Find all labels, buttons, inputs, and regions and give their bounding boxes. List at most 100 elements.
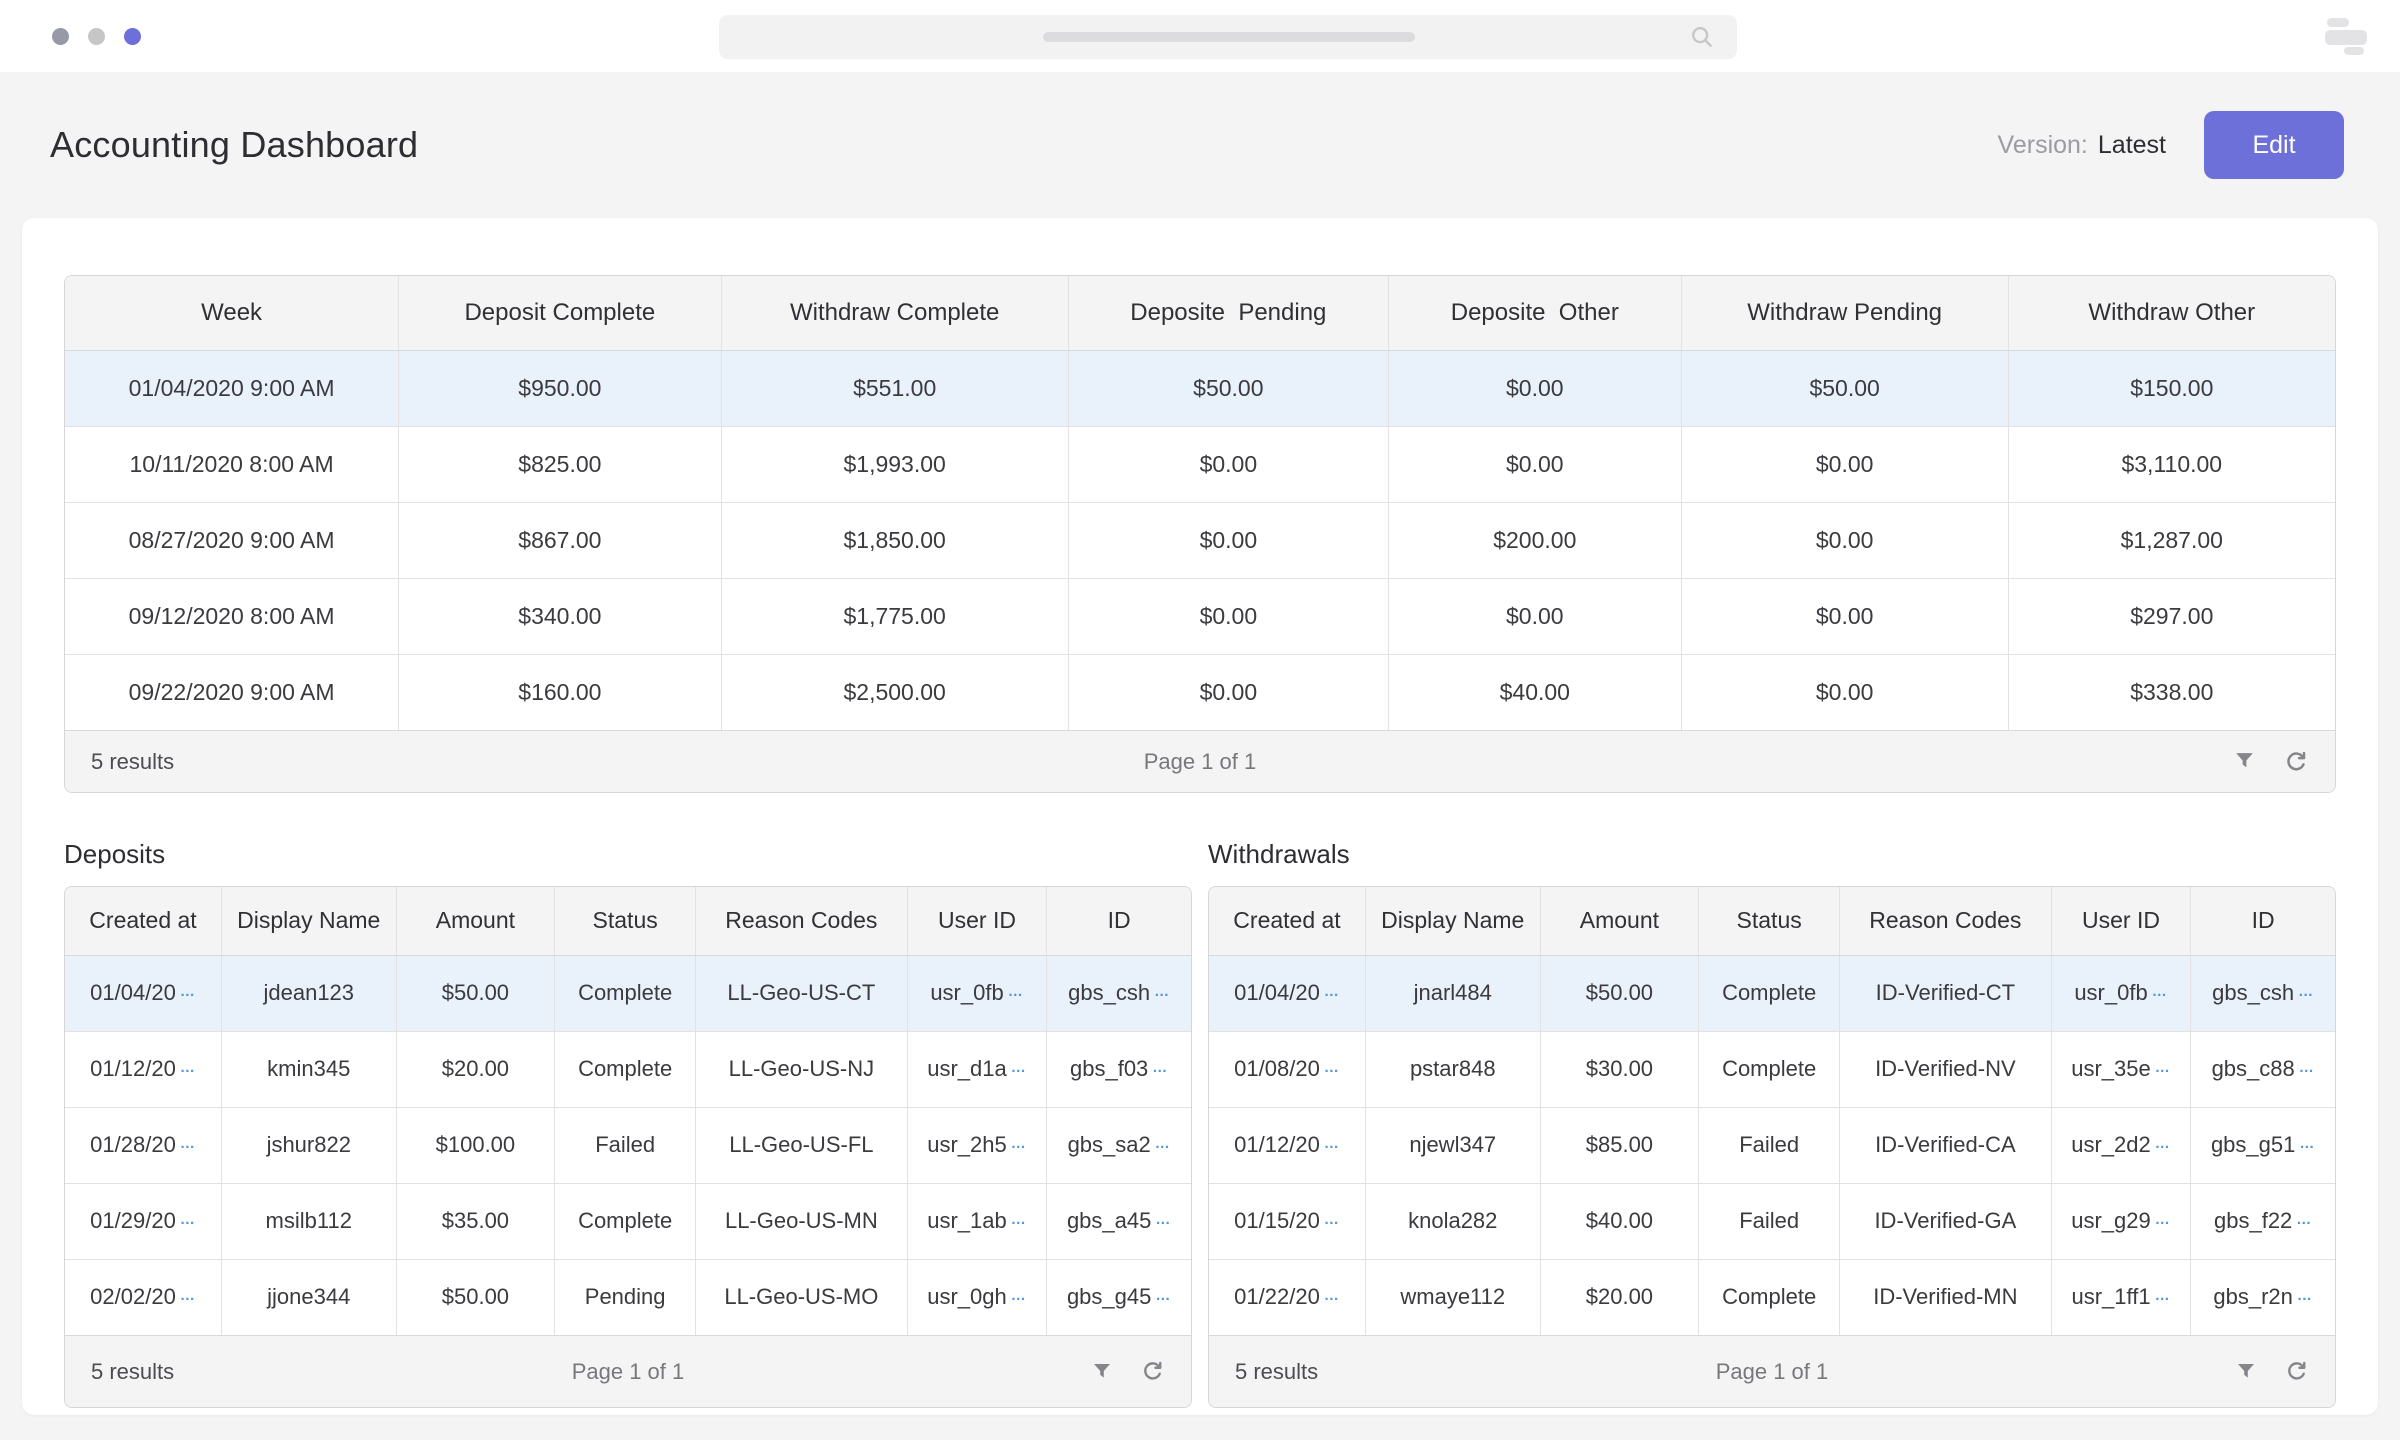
truncation-ellipsis: … (1154, 983, 1170, 1000)
table-row[interactable]: 01/08/20…pstar848$30.00CompleteID-Verifi… (1209, 1031, 2335, 1107)
column-header-withdraw-pending[interactable]: Withdraw Pending (1681, 276, 2008, 350)
cell-id: gbs_csh… (2191, 955, 2335, 1031)
table-row[interactable]: 01/12/20…kmin345$20.00CompleteLL-Geo-US-… (65, 1031, 1191, 1107)
window-dot-1[interactable] (52, 28, 69, 45)
column-header-id[interactable]: ID (2191, 887, 2335, 955)
cell-user-id: usr_g29… (2051, 1183, 2191, 1259)
cell-created-at: 01/04/20… (65, 955, 222, 1031)
filter-icon[interactable] (2232, 749, 2257, 775)
cell-reason-codes: ID-Verified-MN (1840, 1259, 2052, 1335)
cell-withdraw-other: $3,110.00 (2008, 426, 2335, 502)
table-row[interactable]: 10/11/2020 8:00 AM$825.00$1,993.00$0.00$… (65, 426, 2335, 502)
column-header-deposit-complete[interactable]: Deposit Complete (399, 276, 721, 350)
column-header-deposite-other[interactable]: Deposite Other (1388, 276, 1681, 350)
refresh-icon[interactable] (2284, 1359, 2309, 1384)
column-header-status[interactable]: Status (555, 887, 696, 955)
table-row[interactable]: 01/15/20…knola282$40.00FailedID-Verified… (1209, 1183, 2335, 1259)
cell-status: Complete (555, 1183, 696, 1259)
cell-deposite-other: $0.00 (1388, 350, 1681, 426)
cell-amount: $50.00 (396, 955, 555, 1031)
column-header-user-id[interactable]: User ID (2051, 887, 2191, 955)
column-header-display-name[interactable]: Display Name (222, 887, 397, 955)
column-header-week[interactable]: Week (65, 276, 399, 350)
cell-amount: $20.00 (1540, 1259, 1699, 1335)
deposits-table-footer: 5 results Page 1 of 1 (65, 1335, 1191, 1407)
search-icon[interactable] (1689, 24, 1715, 55)
cell-display-name: njewl347 (1366, 1107, 1541, 1183)
table-row[interactable]: 01/28/20…jshur822$100.00FailedLL-Geo-US-… (65, 1107, 1191, 1183)
truncation-ellipsis: … (2152, 983, 2168, 1000)
cell-id: gbs_csh… (1047, 955, 1191, 1031)
weekly-table-footer: 5 results Page 1 of 1 (65, 730, 2335, 792)
cell-user-id: usr_0gh… (907, 1259, 1047, 1335)
cell-created-at: 01/04/20… (1209, 955, 1366, 1031)
column-header-reason-codes[interactable]: Reason Codes (696, 887, 908, 955)
truncation-ellipsis: … (1152, 1059, 1168, 1076)
truncation-ellipsis: … (2299, 1135, 2315, 1152)
table-row[interactable]: 01/12/20…njewl347$85.00FailedID-Verified… (1209, 1107, 2335, 1183)
window-dot-2[interactable] (88, 28, 105, 45)
column-header-user-id[interactable]: User ID (907, 887, 1047, 955)
withdrawals-header-row: Created atDisplay NameAmountStatusReason… (1209, 887, 2335, 955)
cell-withdraw-pending: $0.00 (1681, 654, 2008, 730)
column-header-reason-codes[interactable]: Reason Codes (1840, 887, 2052, 955)
cell-week: 08/27/2020 9:00 AM (65, 502, 399, 578)
column-header-deposite-pending[interactable]: Deposite Pending (1068, 276, 1388, 350)
table-row[interactable]: 01/04/2020 9:00 AM$950.00$551.00$50.00$0… (65, 350, 2335, 426)
table-row[interactable]: 01/04/20…jdean123$50.00CompleteLL-Geo-US… (65, 955, 1191, 1031)
column-header-amount[interactable]: Amount (1540, 887, 1699, 955)
cell-deposit-complete: $950.00 (399, 350, 721, 426)
cell-id: gbs_f03… (1047, 1031, 1191, 1107)
column-header-created-at[interactable]: Created at (65, 887, 222, 955)
cell-withdraw-other: $297.00 (2008, 578, 2335, 654)
column-header-id[interactable]: ID (1047, 887, 1191, 955)
truncation-ellipsis: … (2155, 1211, 2171, 1228)
truncation-ellipsis: … (1324, 1211, 1340, 1228)
cell-deposite-other: $40.00 (1388, 654, 1681, 730)
table-row[interactable]: 01/04/20…jnarl484$50.00CompleteID-Verifi… (1209, 955, 2335, 1031)
cell-reason-codes: LL-Geo-US-NJ (696, 1031, 908, 1107)
column-header-withdraw-other[interactable]: Withdraw Other (2008, 276, 2335, 350)
filter-icon[interactable] (1090, 1359, 1114, 1384)
cell-reason-codes: ID-Verified-CA (1840, 1107, 2052, 1183)
cell-withdraw-pending: $0.00 (1681, 578, 2008, 654)
column-header-display-name[interactable]: Display Name (1366, 887, 1541, 955)
refresh-icon[interactable] (1140, 1359, 1165, 1384)
cell-user-id: usr_1ff1… (2051, 1259, 2191, 1335)
cell-id: gbs_c88… (2191, 1031, 2335, 1107)
column-header-status[interactable]: Status (1699, 887, 1840, 955)
window-dot-3[interactable] (124, 28, 141, 45)
cell-deposite-other: $200.00 (1388, 502, 1681, 578)
cell-deposite-pending: $0.00 (1068, 654, 1388, 730)
cell-amount: $85.00 (1540, 1107, 1699, 1183)
cell-reason-codes: LL-Geo-US-MN (696, 1183, 908, 1259)
column-header-created-at[interactable]: Created at (1209, 887, 1366, 955)
weekly-header-row: WeekDeposit CompleteWithdraw CompleteDep… (65, 276, 2335, 350)
cell-deposit-complete: $160.00 (399, 654, 721, 730)
refresh-icon[interactable] (2283, 749, 2309, 775)
truncation-ellipsis: … (2297, 1287, 2313, 1304)
cell-display-name: msilb112 (222, 1183, 397, 1259)
table-row[interactable]: 02/02/20…jjone344$50.00PendingLL-Geo-US-… (65, 1259, 1191, 1335)
cell-id: gbs_g51… (2191, 1107, 2335, 1183)
table-row[interactable]: 08/27/2020 9:00 AM$867.00$1,850.00$0.00$… (65, 502, 2335, 578)
table-row[interactable]: 09/12/2020 8:00 AM$340.00$1,775.00$0.00$… (65, 578, 2335, 654)
browser-top-bar (0, 0, 2400, 72)
withdrawals-table-card: Created atDisplay NameAmountStatusReason… (1208, 886, 2336, 1408)
cell-withdraw-complete: $1,775.00 (721, 578, 1068, 654)
cell-display-name: kmin345 (222, 1031, 397, 1107)
column-header-withdraw-complete[interactable]: Withdraw Complete (721, 276, 1068, 350)
filter-icon[interactable] (2234, 1359, 2258, 1384)
cell-withdraw-pending: $0.00 (1681, 426, 2008, 502)
edit-button[interactable]: Edit (2204, 111, 2344, 179)
menu-icon[interactable] (2325, 18, 2367, 54)
truncation-ellipsis: … (1011, 1211, 1027, 1228)
cell-user-id: usr_d1a… (907, 1031, 1047, 1107)
table-row[interactable]: 01/29/20…msilb112$35.00CompleteLL-Geo-US… (65, 1183, 1191, 1259)
address-search-bar[interactable] (719, 15, 1737, 59)
table-row[interactable]: 09/22/2020 9:00 AM$160.00$2,500.00$0.00$… (65, 654, 2335, 730)
cell-created-at: 01/29/20… (65, 1183, 222, 1259)
weekly-summary-table: WeekDeposit CompleteWithdraw CompleteDep… (65, 276, 2335, 730)
table-row[interactable]: 01/22/20…wmaye112$20.00CompleteID-Verifi… (1209, 1259, 2335, 1335)
column-header-amount[interactable]: Amount (396, 887, 555, 955)
